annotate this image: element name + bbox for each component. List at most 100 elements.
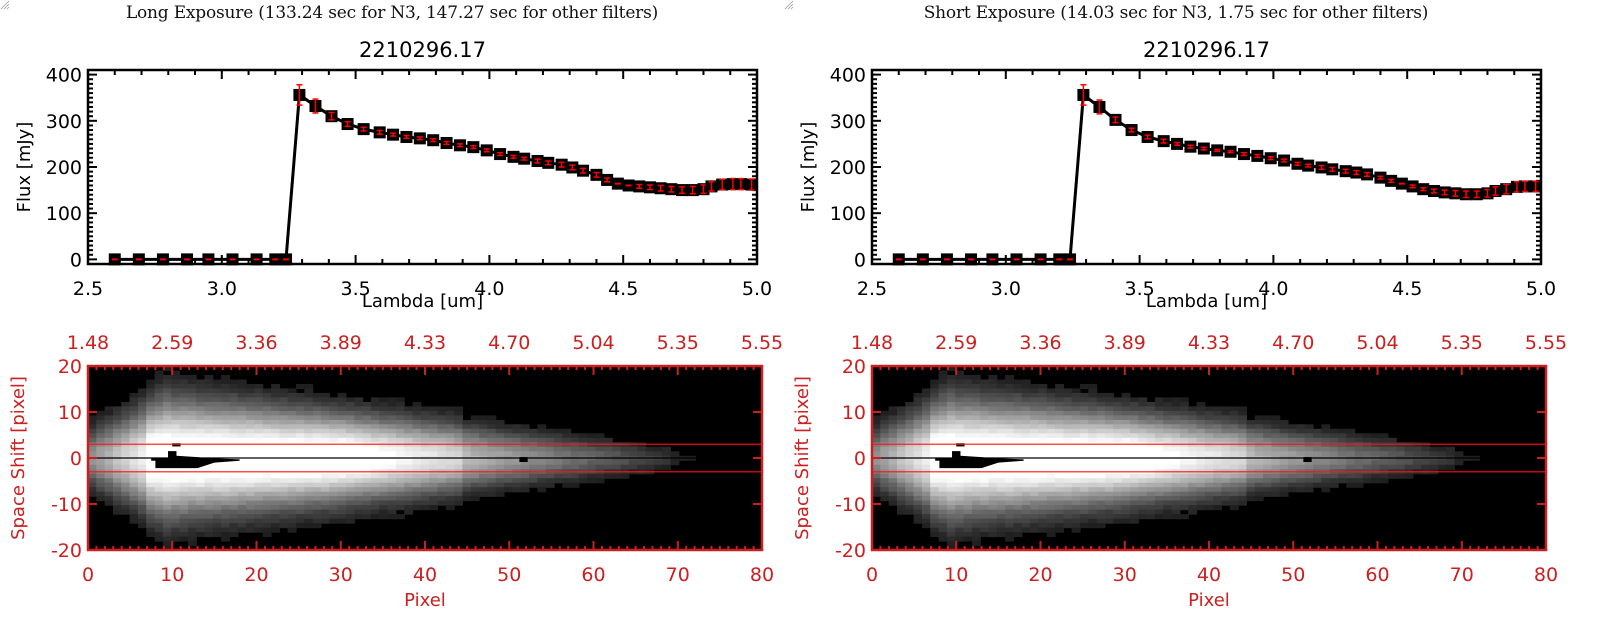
image-pixel (963, 473, 973, 479)
image-pixel (229, 384, 239, 390)
image-pixel (495, 419, 505, 425)
image-pixel (187, 478, 197, 484)
image-pixel (529, 451, 538, 457)
image-pixel (212, 410, 222, 416)
image-pixel (1096, 415, 1106, 421)
image-pixel (262, 401, 272, 407)
image-pixel (329, 442, 339, 448)
image-pixel (154, 532, 164, 538)
image-pixel (395, 410, 405, 416)
image-pixel (1213, 424, 1223, 430)
image-pixel (1063, 509, 1073, 515)
image-pixel (1113, 491, 1123, 497)
image-pixel (1421, 442, 1431, 448)
image-pixel (578, 451, 588, 457)
image-pixel (1021, 460, 1031, 466)
image-pixel (237, 487, 247, 493)
image-pixel (1046, 532, 1056, 538)
image-pixel (988, 451, 998, 457)
image-pixel (346, 460, 355, 466)
image-pixel (1354, 460, 1364, 466)
image-pixel (1005, 397, 1014, 403)
image-pixel (146, 460, 156, 466)
image-pixel (229, 442, 239, 448)
image-pixel (121, 433, 131, 439)
image-pixel (1096, 428, 1106, 434)
image-pixel (370, 397, 380, 403)
image-pixel (370, 491, 380, 497)
image-pixel (913, 406, 923, 412)
resize-grip-icon[interactable] (0, 0, 10, 10)
image-pixel (254, 388, 264, 394)
image-pixel (897, 410, 906, 416)
image-pixel (296, 401, 305, 407)
image-pixel (1105, 505, 1114, 511)
image-pixel (938, 487, 948, 493)
image-pixel (129, 410, 139, 416)
image-pixel (137, 496, 147, 502)
image-pixel (88, 424, 97, 430)
image-pixel (946, 433, 956, 439)
wavelength-tick-label: 5.55 (1525, 332, 1567, 354)
image-pixel (1130, 509, 1139, 515)
image-pixel (1005, 505, 1014, 511)
image-pixel (137, 392, 147, 398)
image-pixel (296, 410, 305, 416)
image-pixel (578, 464, 588, 470)
image-pixel (921, 437, 931, 443)
image-pixel (1338, 442, 1347, 448)
image-pixel (1105, 451, 1114, 457)
image-pixel (1238, 424, 1247, 430)
image-pixel (337, 433, 347, 439)
image-pixel (204, 518, 214, 524)
image-pixel (988, 401, 998, 407)
image-pixel (595, 460, 605, 466)
image-pixel (1121, 392, 1131, 398)
image-pixel (321, 401, 330, 407)
image-pixel (287, 424, 297, 430)
image-pixel (930, 379, 940, 385)
image-pixel (1296, 451, 1306, 457)
image-pixel (445, 433, 455, 439)
image-pixel (905, 491, 915, 497)
image-pixel (470, 442, 480, 448)
image-pixel (1055, 500, 1064, 506)
image-pixel (370, 424, 380, 430)
image-pixel (404, 496, 414, 502)
image-pixel (254, 487, 264, 493)
image-pixel (429, 482, 439, 488)
image-pixel (1121, 437, 1131, 443)
image-pixel (504, 433, 513, 439)
image-pixel (470, 496, 480, 502)
image-pixel (1429, 446, 1439, 452)
image-pixel (212, 505, 222, 511)
image-pixel (1379, 478, 1389, 484)
image-pixel (229, 401, 239, 407)
image-pixel (1055, 523, 1064, 529)
image-pixel (996, 514, 1006, 520)
image-pixel (537, 482, 547, 488)
image-pixel (930, 491, 940, 497)
image-pixel (387, 410, 397, 416)
image-pixel (562, 428, 572, 434)
image-pixel (262, 392, 272, 398)
image-pixel (279, 406, 289, 412)
image-pixel (888, 464, 898, 470)
image-pixel (187, 392, 197, 398)
image-pixel (1146, 514, 1156, 520)
image-pixel (963, 379, 973, 385)
image-pixel (445, 482, 455, 488)
image-pixel (137, 523, 147, 529)
image-pixel (1387, 451, 1397, 457)
image-pixel (1096, 482, 1106, 488)
image-pixel (1221, 446, 1231, 452)
image-pixel (988, 532, 998, 538)
image-pixel (545, 478, 555, 484)
image-pixel (262, 527, 272, 533)
image-pixel (470, 433, 480, 439)
resize-grip-icon[interactable] (784, 0, 794, 10)
image-pixel (1138, 415, 1148, 421)
image-pixel (1113, 406, 1123, 412)
image-pixel (1030, 482, 1039, 488)
image-pixel (1229, 437, 1239, 443)
